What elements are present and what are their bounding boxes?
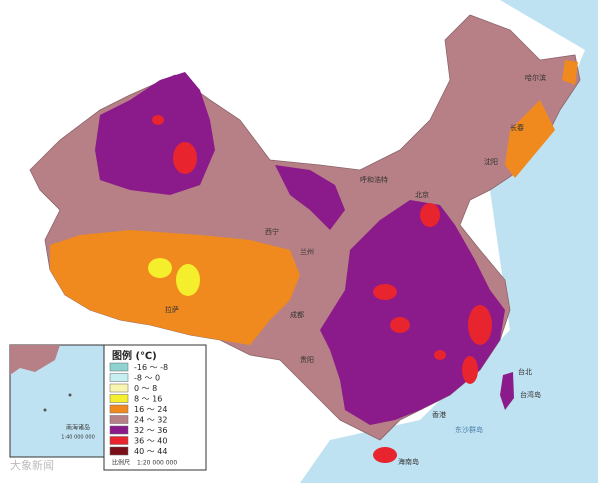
tibet-warm	[50, 230, 300, 345]
legend-swatch	[109, 436, 129, 445]
place-label: 北京	[415, 190, 429, 199]
east-hot	[320, 200, 505, 425]
place-label: 哈尔滨	[525, 73, 546, 82]
taiwan	[500, 372, 514, 410]
sea	[300, 0, 598, 483]
legend-label: -16 ～ -8	[134, 363, 168, 372]
hot-spot	[390, 317, 410, 333]
place-label: 台湾岛	[520, 390, 541, 399]
legend-label: 36 ～ 40	[134, 437, 167, 446]
legend-swatch	[109, 373, 129, 382]
legend-swatch	[109, 404, 129, 414]
islands	[43, 408, 47, 412]
hot-spot	[420, 203, 440, 227]
legend-label: -8 ～ 0	[134, 374, 160, 383]
place-label: 贵阳	[300, 355, 314, 364]
place-label: 海南岛	[398, 457, 419, 466]
place-label: 香港	[432, 410, 446, 419]
legend: 图例 (℃) 比例尺 1:20 000 000 -16 ～ -8 -8 ～ 00 …	[103, 344, 207, 471]
place-label: 成都	[290, 310, 304, 319]
northeast-warm	[562, 60, 578, 85]
hot-spot	[468, 305, 492, 345]
legend-label: 40 ～ 44	[134, 447, 167, 456]
legend-swatch	[109, 425, 129, 435]
inset-title: 南海诸岛	[66, 424, 90, 432]
place-label: 台北	[518, 367, 532, 376]
legend-label: 16 ～ 24	[134, 405, 167, 414]
legend-swatch	[109, 415, 129, 424]
northeast-warm	[505, 100, 555, 178]
legend-swatch	[109, 446, 129, 456]
hot-spot	[152, 115, 164, 125]
legend-label: 8 ～ 16	[134, 395, 162, 404]
place-label: 西宁	[265, 227, 279, 236]
place-label: 拉萨	[165, 305, 179, 314]
scale-ratio: 1:20 000 000	[137, 460, 177, 467]
legend-swatch	[109, 362, 129, 372]
place-label: 东沙群岛	[455, 425, 483, 434]
legend-swatch	[109, 383, 129, 393]
hot-spot	[462, 356, 478, 384]
inset-land	[10, 345, 60, 375]
place-label: 兰州	[300, 247, 314, 256]
watermark: 大象新闻	[10, 458, 54, 472]
inset: 南海诸岛 1:40 000 000	[9, 344, 105, 458]
legend-title: 图例 (℃)	[112, 349, 157, 362]
inset-scale: 1:40 000 000	[61, 435, 95, 441]
hot-spot	[434, 350, 446, 360]
inner-mongolia-hot	[275, 165, 345, 230]
place-label: 沈阳	[484, 157, 498, 166]
legend-label: 0 ～ 8	[134, 384, 157, 393]
islands	[68, 393, 72, 397]
hot-spot	[173, 142, 197, 174]
place-label: 长春	[510, 123, 524, 132]
scale-label: 比例尺	[112, 459, 130, 467]
hot-spot	[373, 284, 397, 300]
hainan	[373, 447, 397, 463]
legend-label: 32 ～ 36	[134, 426, 167, 435]
cool-spot	[148, 258, 172, 278]
place-label: 呼和浩特	[360, 175, 388, 184]
cool-spot	[176, 264, 200, 296]
legend-label: 24 ～ 32	[134, 416, 167, 425]
legend-swatch	[109, 394, 129, 403]
